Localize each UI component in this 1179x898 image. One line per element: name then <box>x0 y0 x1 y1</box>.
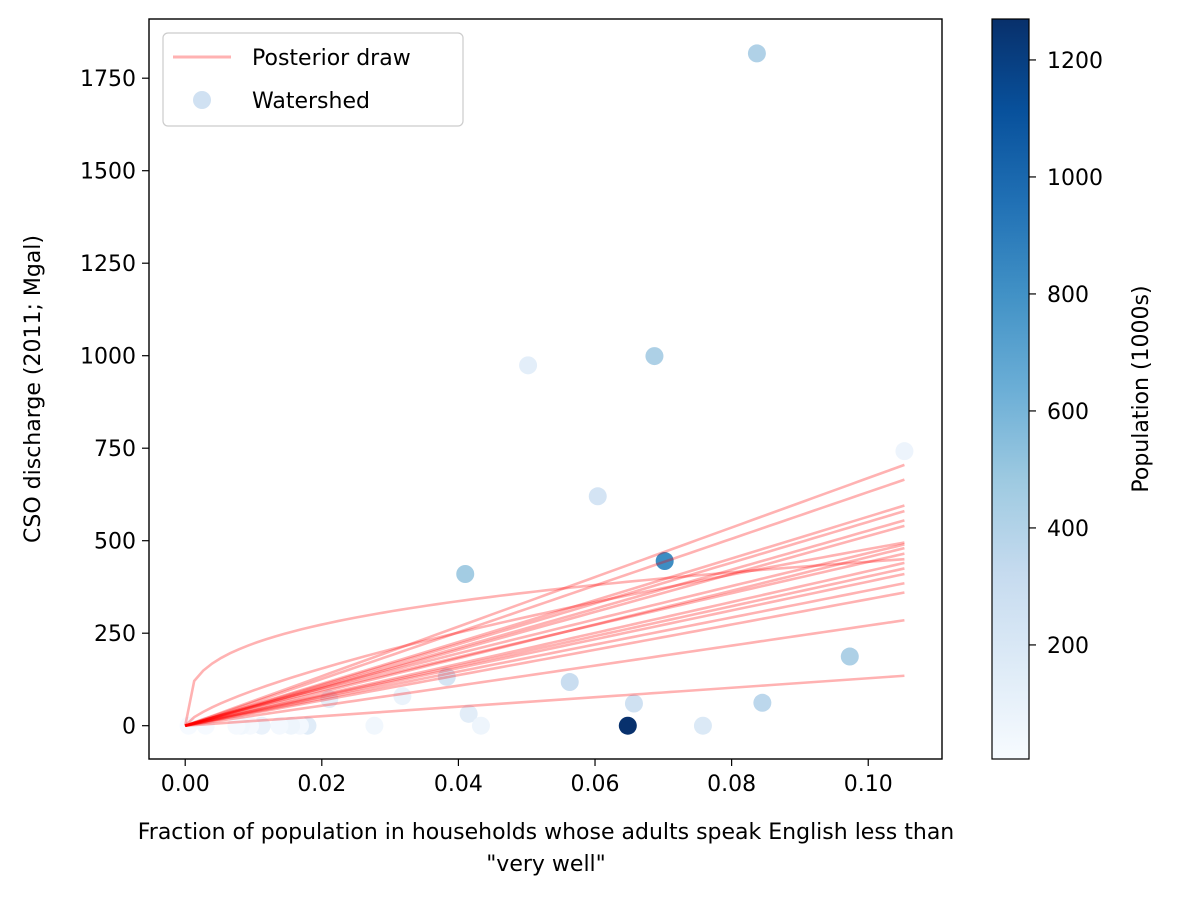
posterior-draw-line <box>184 552 905 727</box>
colorbar-gradient <box>992 19 1029 759</box>
watershed-point <box>270 716 289 735</box>
posterior-draw-lines <box>183 463 905 727</box>
colorbar-tick-label: 600 <box>1047 400 1089 425</box>
posterior-draw-line <box>184 567 905 727</box>
watershed-point <box>196 716 215 735</box>
plot-frame <box>148 18 943 760</box>
x-axis-label-line-2: "very well" <box>486 852 606 877</box>
watershed-point <box>588 487 607 506</box>
y-tick-label: 1500 <box>80 160 136 185</box>
y-axis-label: CSO discharge (2011; Mgal) <box>21 235 46 543</box>
legend-marker-swatch <box>193 91 211 109</box>
posterior-draw-line <box>184 561 905 727</box>
legend: Posterior draw Watershed <box>162 32 464 127</box>
posterior-draw-line <box>184 543 905 727</box>
watershed-point <box>624 694 643 713</box>
posterior-draw-line <box>183 557 905 726</box>
colorbar-ticks: 200 400 600 800 1000 1200 <box>1029 49 1103 659</box>
posterior-draw-line <box>184 463 905 727</box>
posterior-draw-line <box>185 674 905 727</box>
colorbar-tick-label: 1000 <box>1047 166 1103 191</box>
y-axis: 0 250 500 750 1000 1250 1500 1750 <box>80 67 149 740</box>
watershed-point <box>456 565 475 583</box>
legend-label-posterior-draw: Posterior draw <box>252 46 411 71</box>
watershed-point <box>747 44 766 63</box>
y-tick-label: 500 <box>94 530 136 555</box>
posterior-draw-line <box>184 504 905 727</box>
x-axis-label-line-1: Fraction of population in households who… <box>138 820 955 845</box>
colorbar-frame <box>991 18 1030 760</box>
colorbar-tick-label: 200 <box>1047 634 1089 659</box>
x-tick-label: 0.10 <box>844 772 893 797</box>
posterior-draw-line <box>184 519 905 727</box>
y-tick-label: 750 <box>94 437 136 462</box>
posterior-draw-line <box>185 618 905 727</box>
legend-box <box>162 32 464 127</box>
watershed-point <box>437 667 456 686</box>
colorbar-tick-label: 400 <box>1047 517 1089 542</box>
posterior-draw-line <box>184 572 905 727</box>
x-tick-label: 0.04 <box>434 772 483 797</box>
y-tick-label: 1750 <box>80 67 136 92</box>
watershed-point <box>179 716 198 735</box>
colorbar-tick-label: 1200 <box>1047 49 1103 74</box>
scatter-points <box>179 44 914 735</box>
watershed-point <box>320 690 339 709</box>
y-tick-label: 1000 <box>80 345 136 370</box>
watershed-point <box>645 347 664 366</box>
watershed-point <box>471 716 490 735</box>
watershed-point <box>459 704 478 723</box>
posterior-draw-line <box>184 591 905 727</box>
watershed-point <box>618 716 637 735</box>
watershed-point <box>655 552 674 571</box>
x-tick-label: 0.08 <box>707 772 756 797</box>
watershed-point <box>895 442 914 461</box>
watershed-point <box>365 716 384 735</box>
y-tick-label: 250 <box>94 622 136 647</box>
colorbar-label: Population (1000s) <box>1129 285 1154 492</box>
posterior-draw-line <box>184 541 905 727</box>
x-tick-label: 0.00 <box>161 772 210 797</box>
posterior-draw-line <box>184 524 905 727</box>
watershed-point <box>560 673 579 692</box>
legend-label-watershed: Watershed <box>252 89 370 114</box>
watershed-point <box>753 693 772 712</box>
watershed-point <box>227 716 246 735</box>
colorbar-tick-label: 800 <box>1047 283 1089 308</box>
posterior-draw-line <box>184 478 905 727</box>
x-tick-label: 0.02 <box>297 772 346 797</box>
y-tick-label: 1250 <box>80 252 136 277</box>
watershed-point <box>693 716 712 735</box>
x-axis: 0.00 0.02 0.04 0.06 0.08 0.10 <box>161 759 893 797</box>
watershed-point <box>393 687 412 706</box>
watershed-point <box>840 647 859 666</box>
watershed-point <box>519 356 538 375</box>
posterior-draw-line <box>184 546 905 727</box>
colorbar: 200 400 600 800 1000 1200 Population (1000s) <box>991 18 1154 760</box>
posterior-draw-line <box>184 581 905 727</box>
y-tick-label: 0 <box>122 715 136 740</box>
posterior-draw-line <box>184 509 905 727</box>
x-tick-label: 0.06 <box>571 772 620 797</box>
